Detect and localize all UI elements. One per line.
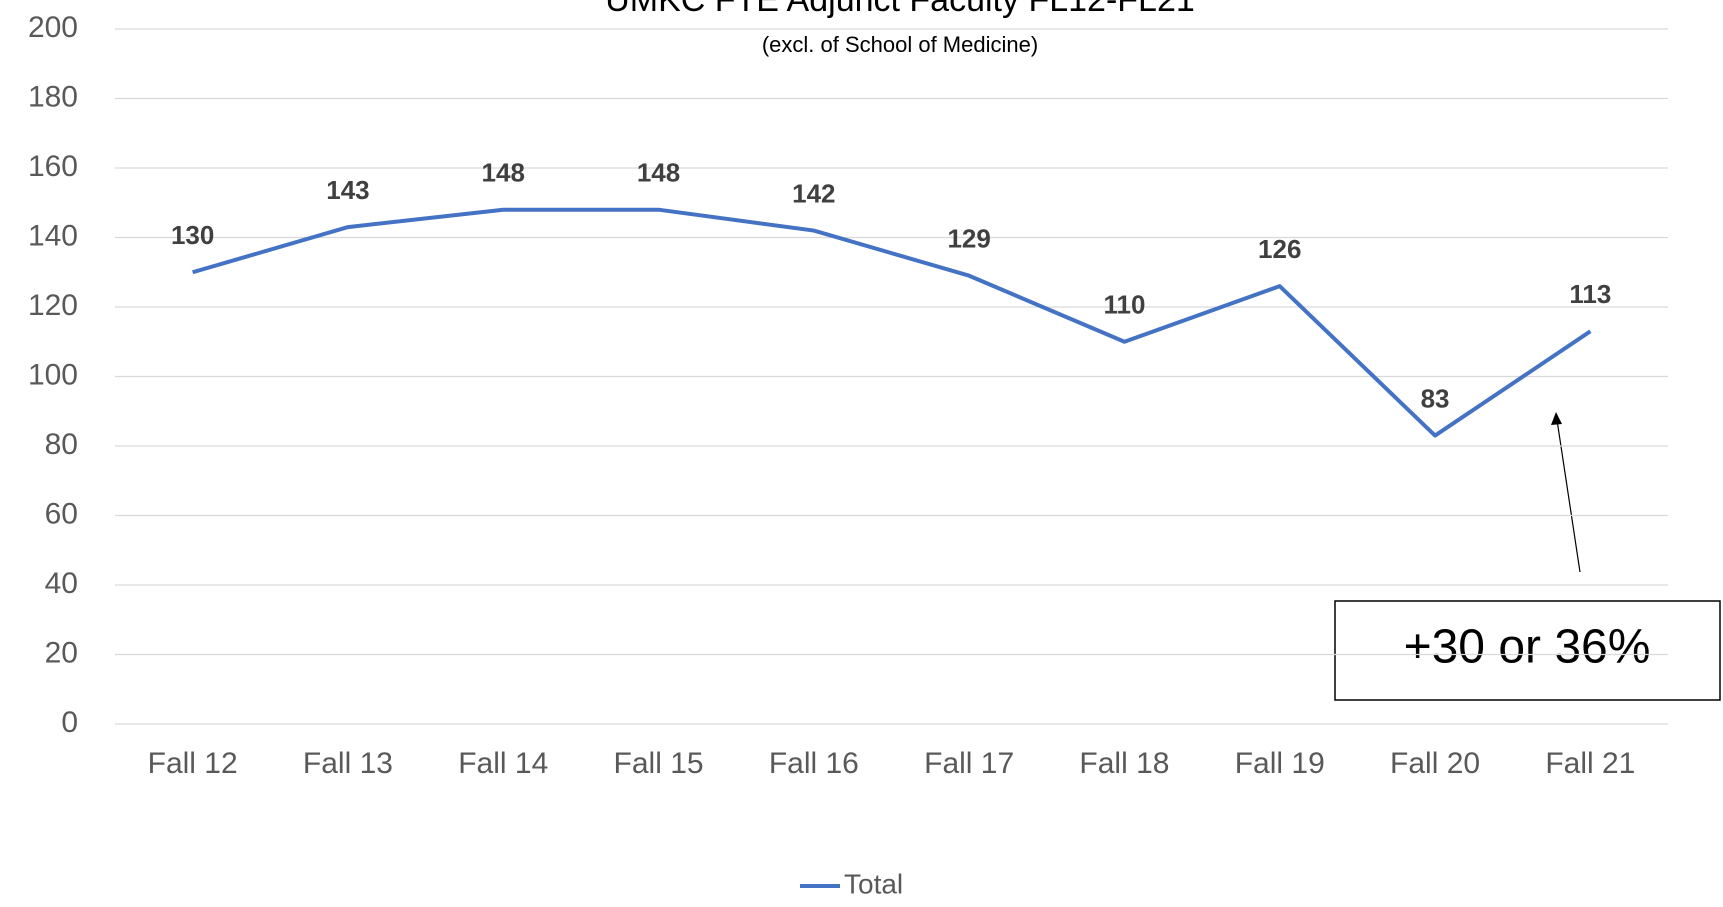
y-tick-label: 180 — [28, 80, 78, 113]
y-tick-label: 40 — [45, 567, 78, 600]
x-tick-label: Fall 14 — [458, 747, 548, 780]
data-label: 129 — [947, 224, 990, 254]
x-tick-label: Fall 20 — [1390, 747, 1480, 780]
y-tick-label: 200 — [28, 11, 78, 44]
y-tick-label: 160 — [28, 150, 78, 183]
chart-title: UMKC FTE Adjunct Faculty FL12-FL21 — [605, 0, 1195, 19]
chart-subtitle: (excl. of School of Medicine) — [762, 32, 1038, 57]
x-tick-label: Fall 21 — [1545, 747, 1635, 780]
data-label: 143 — [326, 175, 369, 205]
y-tick-label: 60 — [45, 497, 78, 530]
data-label: 110 — [1103, 290, 1145, 320]
y-tick-label: 140 — [28, 219, 78, 252]
x-tick-label: Fall 13 — [303, 747, 393, 780]
data-label: 83 — [1421, 383, 1450, 413]
y-tick-label: 0 — [61, 706, 78, 739]
y-tick-label: 100 — [28, 358, 78, 391]
y-tick-label: 20 — [45, 636, 78, 669]
line — [192, 207, 1592, 438]
y-tick-label: 80 — [45, 428, 78, 461]
data-label: 148 — [482, 158, 525, 188]
data-label: 130 — [171, 220, 214, 250]
y-tick-label: 120 — [28, 289, 78, 322]
data-label: 113 — [1569, 279, 1611, 309]
x-tick-label: Fall 17 — [924, 747, 1014, 780]
x-tick-label: Fall 19 — [1235, 747, 1325, 780]
annotation: +30 or 36% — [1404, 621, 1651, 674]
x-tick-label: Fall 18 — [1079, 747, 1169, 780]
arrow-head — [1551, 412, 1562, 425]
data-label: 142 — [792, 178, 835, 208]
data-label: 148 — [637, 158, 680, 188]
data-label: 126 — [1258, 234, 1301, 264]
annotation-arrow — [1556, 419, 1581, 573]
x-tick-label: Fall 16 — [769, 747, 859, 780]
x-tick-label: Fall 12 — [148, 747, 238, 780]
legend-label: Total — [844, 868, 903, 899]
x-tick-label: Fall 15 — [614, 747, 704, 780]
annotation-box — [1334, 600, 1721, 701]
